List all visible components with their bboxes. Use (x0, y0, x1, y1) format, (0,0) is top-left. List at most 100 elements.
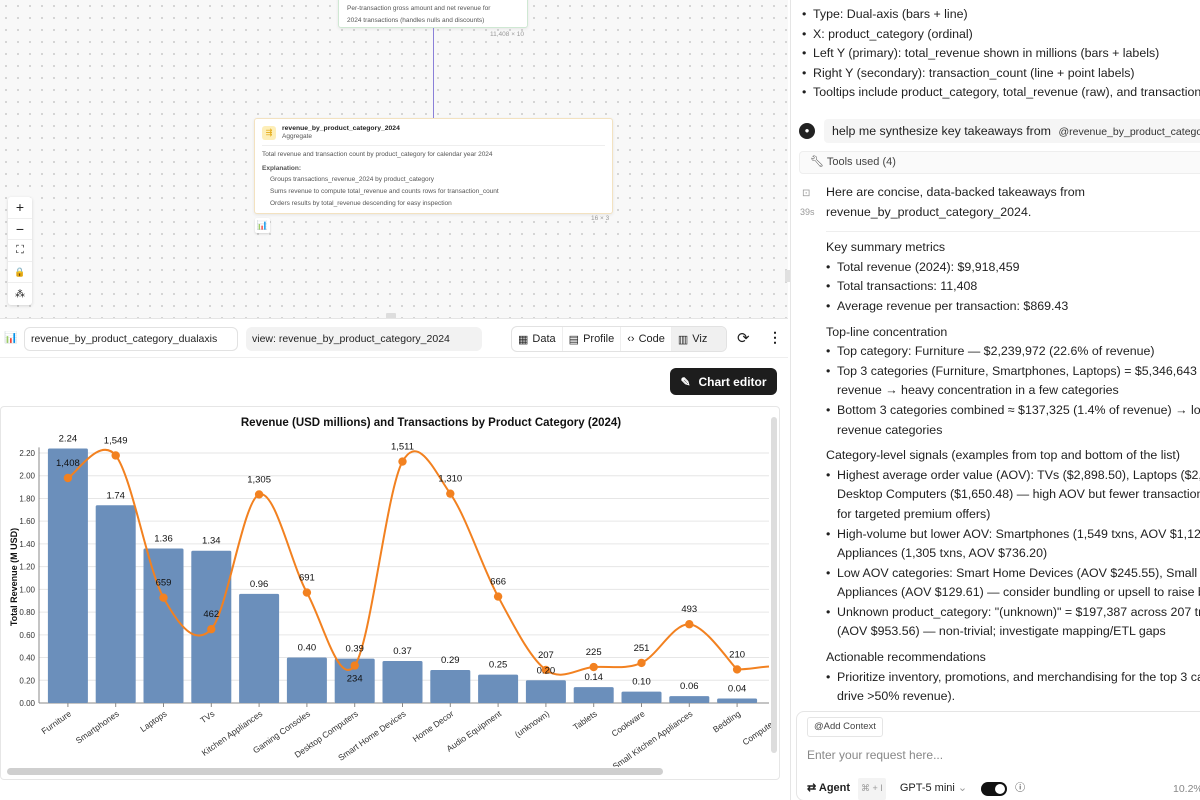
node-type: Aggregate (282, 133, 312, 140)
transaction-point (159, 593, 168, 602)
chat-input[interactable]: Enter your request here... (807, 748, 944, 762)
tab-profile[interactable]: ▤ Profile (563, 327, 622, 351)
y-tick-label: 1.00 (19, 585, 35, 594)
section-heading: Actionable recommendations (826, 650, 986, 665)
agent-icon: ⇄ (807, 782, 817, 794)
point-value-label: 210 (729, 649, 745, 660)
pane-resize-handle[interactable] (386, 313, 396, 318)
point-value-label: 659 (156, 578, 172, 589)
aggregate-node[interactable]: ⇶ revenue_by_product_category_2024 Aggre… (254, 118, 613, 214)
section-bullet: Appliances (1,305 txns, AOV $736.20) (837, 546, 1048, 561)
bar-value-label: 1.74 (106, 490, 125, 501)
transaction-point (685, 620, 694, 629)
x-tick-label: Furniture (39, 708, 73, 736)
revenue-bar (47, 448, 88, 703)
point-value-label: 691 (299, 573, 315, 584)
tab-code[interactable]: ‹› Code (621, 327, 672, 351)
tab-data[interactable]: ▦ Data (512, 327, 563, 351)
zoom-out-icon[interactable]: − (8, 219, 32, 241)
node-shape: 11,408 × 10 (490, 31, 525, 38)
info-icon[interactable]: ⓘ (1015, 783, 1026, 794)
bar-value-label: 0.29 (441, 655, 460, 666)
add-context-button[interactable]: @Add Context (807, 717, 883, 737)
code-icon: ‹› (627, 333, 635, 345)
revenue-bar (95, 505, 136, 703)
lock-icon[interactable]: 🔒 (8, 262, 32, 284)
more-options-icon[interactable]: ⋮ (768, 329, 782, 345)
node-shape: 16 × 3 (591, 215, 610, 222)
transaction-point (493, 592, 503, 601)
x-tick-label: Smartphones (74, 708, 121, 745)
bar-value-label: 0.37 (393, 646, 412, 657)
side-resize-handle[interactable] (785, 270, 791, 282)
bar-value-label: 0.40 (298, 643, 317, 654)
node-chart-button[interactable]: 📊 (255, 218, 270, 233)
dual-axis-chart[interactable]: Revenue (USD millions) and Transactions … (1, 407, 771, 767)
section-bullet: revenue categories (837, 422, 943, 437)
fit-view-icon[interactable]: ⛶ (8, 240, 32, 262)
bar-value-label: 0.20 (537, 665, 556, 676)
response-section: Actionable recommendations Prioritize inv… (791, 648, 1200, 707)
aggregate-icon: ⇶ (262, 125, 276, 140)
horizontal-scrollbar[interactable] (7, 768, 663, 775)
revenue-bar (239, 593, 280, 703)
transaction-point (446, 489, 455, 498)
transactions-node[interactable]: Per-transaction gross amount and net rev… (338, 0, 528, 28)
node-description: 2024 transactions (handles nulls and dis… (347, 17, 485, 24)
section-bullet: Total revenue (2024): $9,918,459 (826, 258, 1200, 278)
point-value-label: 1,511 (391, 442, 414, 453)
bar-value-label: 0.10 (632, 677, 651, 688)
chart-editor-button[interactable]: ✎ Chart editor (670, 368, 777, 395)
section-bullet: for targeted premium offers) (837, 506, 991, 521)
view-source-badge[interactable]: view: revenue_by_product_category_2024 (246, 327, 482, 351)
context-usage: 10.2% (1173, 783, 1200, 795)
bar-value-label: 0.04 (728, 683, 747, 694)
spec-item: Right Y (secondary): transaction_count (… (791, 64, 1200, 84)
section-bullet: Desktop Computers ($1,650.48) — high AOV… (837, 487, 1200, 502)
x-tick-label: Home Decor (411, 708, 456, 744)
point-value-label: 1,408 (56, 458, 80, 469)
pipeline-canvas[interactable]: Per-transaction gross amount and net rev… (0, 0, 788, 318)
section-bullet: Top category: Furniture — $2,239,972 (22… (826, 342, 1200, 362)
spec-item: Type: Dual-axis (bars + line) (791, 5, 1200, 25)
agent-mode-button[interactable]: ⇄ Agent (807, 782, 851, 794)
y-tick-label: 1.80 (19, 494, 35, 503)
transaction-point (111, 451, 120, 460)
user-message: help me synthesize key takeaways from @r… (824, 119, 1200, 143)
model-select[interactable]: GPT-5 mini ⌄ (899, 782, 968, 794)
point-value-label: 666 (490, 577, 506, 588)
section-bullet: Average revenue per transaction: $869.43 (826, 297, 1200, 317)
revenue-bar (143, 548, 184, 703)
response-section: Top-line concentration Top category: Furn… (791, 323, 1200, 441)
transaction-point (254, 490, 264, 499)
x-tick-label: (unknown) (513, 708, 551, 739)
bar-value-label: 0.96 (250, 579, 269, 590)
tab-viz[interactable]: ▥ Viz (671, 327, 726, 351)
edit-icon: ✎ (680, 374, 691, 389)
bar-value-label: 1.34 (202, 536, 221, 547)
dataset-mention[interactable]: @revenue_by_product_category_2024 (1058, 126, 1200, 138)
y-tick-label: 0.40 (19, 654, 35, 663)
spec-item: Tooltips include product_category, total… (791, 83, 1200, 103)
layout-icon[interactable]: ⁂ (15, 288, 25, 300)
chart-name-field[interactable]: revenue_by_product_category_dualaxis (24, 327, 238, 351)
bar-value-label: 1.36 (154, 533, 173, 544)
bar-value-label: 0.25 (489, 660, 508, 671)
bar-value-label: 0.39 (345, 644, 364, 655)
bar-chart-icon: ▥ (677, 333, 689, 346)
section-bullet: Prioritize inventory, promotions, and me… (826, 668, 1200, 688)
zoom-in-icon[interactable]: + (8, 197, 32, 219)
shortcut-hint: ⌘ + I (858, 778, 886, 800)
profile-icon: ▤ (568, 333, 580, 346)
point-value-label: 225 (586, 647, 602, 658)
zoom-controls: + − ⛶ 🔒 ⁂ (8, 197, 32, 305)
refresh-icon[interactable]: ⟳ (737, 330, 750, 347)
viz-toolbar: 📊 revenue_by_product_category_dualaxis v… (0, 318, 788, 358)
tools-used-toggle[interactable]: 🔧︎ Tools used (4) (799, 151, 1200, 174)
toggle-switch[interactable] (981, 781, 1008, 796)
response-intro: Here are concise, data-backed takeaways … (826, 185, 1085, 199)
transaction-point (350, 661, 359, 670)
vertical-scrollbar[interactable] (771, 417, 777, 753)
section-heading: Key summary metrics (826, 240, 946, 255)
section-bullet: Low AOV categories: Smart Home Devices (… (826, 564, 1200, 584)
